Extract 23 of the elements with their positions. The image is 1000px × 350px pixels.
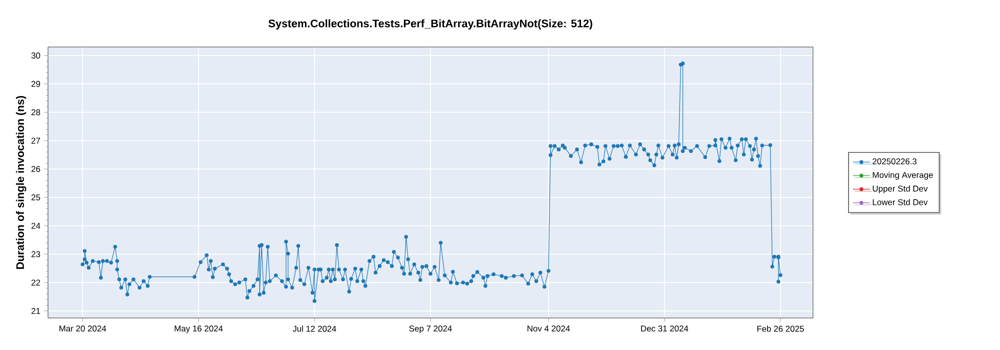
x-tick-label: Nov 4 2024: [528, 326, 570, 332]
legend-label: Moving Average: [872, 172, 933, 180]
y-tick-label: 29: [31, 80, 40, 87]
y-tick-label: 21: [31, 308, 40, 314]
y-tick-label: 26: [31, 166, 40, 172]
y-tick-label: 23: [31, 251, 40, 258]
x-tick-label: Feb 26 2025: [757, 326, 804, 332]
x-tick-label: Dec 31 2024: [641, 326, 688, 332]
y-tick-label: 24: [31, 222, 40, 229]
y-axis-title: Duration of single invocation (ns): [16, 96, 26, 269]
x-tick-label: Jul 12 2024: [292, 326, 336, 332]
legend-label: 20250226.3: [872, 158, 917, 164]
legend-label: Lower Std Dev: [872, 198, 928, 206]
x-tick-label: Sep 7 2024: [409, 326, 452, 334]
chart-title: System.Collections.Tests.Perf_BitArray.BitArrayNot(Size: 512): [268, 19, 592, 30]
x-tick-label: Mar 20 2024: [60, 326, 106, 332]
y-tick-label: 28: [31, 109, 40, 116]
y-tick-label: 22: [31, 280, 40, 286]
x-tick-label: May 16 2024: [174, 326, 223, 334]
y-tick-label: 25: [31, 194, 40, 200]
y-tick-label: 27: [31, 138, 40, 144]
legend-label: Upper Std Dev: [872, 185, 928, 194]
y-tick-label: 30: [31, 52, 40, 58]
